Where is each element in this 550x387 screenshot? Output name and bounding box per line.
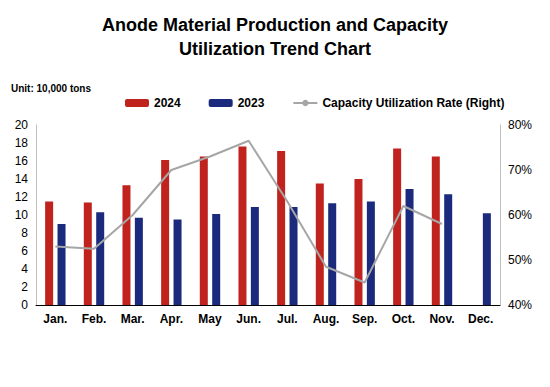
svg-text:Nov.: Nov.: [429, 312, 454, 326]
svg-text:Capacity Utilization Rate (Rig: Capacity Utilization Rate (Right): [322, 96, 504, 110]
svg-text:10: 10: [15, 208, 29, 222]
svg-text:Oct.: Oct.: [392, 312, 415, 326]
svg-text:Jan.: Jan.: [43, 312, 67, 326]
svg-text:Anode Material Production and: Anode Material Production and Capacity: [102, 15, 448, 35]
svg-text:2024: 2024: [154, 96, 181, 110]
svg-text:Sep.: Sep.: [352, 312, 377, 326]
svg-text:Aug.: Aug.: [313, 312, 340, 326]
svg-text:Jul.: Jul.: [277, 312, 298, 326]
svg-text:8: 8: [21, 226, 28, 240]
svg-text:14: 14: [15, 172, 29, 186]
svg-text:Mar.: Mar.: [121, 312, 145, 326]
svg-text:0: 0: [21, 298, 28, 312]
svg-text:50%: 50%: [508, 253, 532, 267]
svg-text:4: 4: [21, 262, 28, 276]
svg-text:Apr.: Apr.: [160, 312, 183, 326]
svg-text:40%: 40%: [508, 298, 532, 312]
svg-text:80%: 80%: [508, 118, 532, 132]
svg-text:18: 18: [15, 136, 29, 150]
svg-text:Dec.: Dec.: [468, 312, 493, 326]
svg-text:60%: 60%: [508, 208, 532, 222]
svg-text:16: 16: [15, 154, 29, 168]
svg-text:20: 20: [15, 118, 29, 132]
svg-text:2: 2: [21, 280, 28, 294]
svg-text:2023: 2023: [238, 96, 265, 110]
svg-text:Unit: 10,000 tons: Unit: 10,000 tons: [11, 83, 91, 94]
svg-text:Feb.: Feb.: [82, 312, 107, 326]
svg-text:12: 12: [15, 190, 29, 204]
svg-text:Jun.: Jun.: [236, 312, 261, 326]
svg-text:70%: 70%: [508, 163, 532, 177]
svg-text:May: May: [198, 312, 222, 326]
svg-text:Utilization Trend Chart: Utilization Trend Chart: [179, 39, 371, 59]
svg-text:6: 6: [21, 244, 28, 258]
